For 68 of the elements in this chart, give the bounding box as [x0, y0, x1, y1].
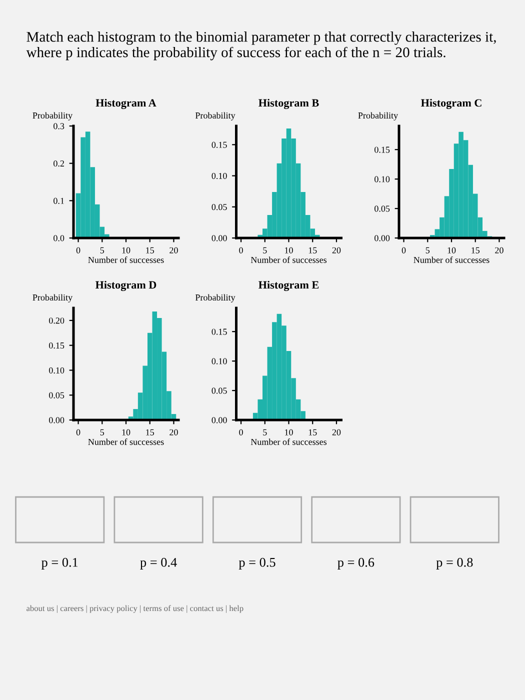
y-tick-label: 0.00: [212, 417, 227, 424]
chart-title: Histogram C: [420, 98, 482, 110]
y-axis-title: Probability: [32, 112, 73, 120]
x-tick-label: 15: [308, 429, 317, 436]
y-tick-label: 0.1: [54, 198, 64, 204]
text: p = 0.6: [338, 558, 374, 570]
x-tick-label: 15: [146, 429, 154, 436]
x-axis-title: Number of successes: [88, 438, 164, 445]
y-axis-title: Probability: [195, 112, 236, 120]
y-tick-label: 0.2: [54, 160, 64, 167]
x-tick-label: 5: [263, 247, 267, 254]
chart-title: Histogram D: [95, 280, 156, 292]
x-axis-title: Number of successes: [250, 256, 327, 263]
x-tick-label: 10: [448, 247, 456, 254]
y-tick-label: 0.05: [374, 206, 390, 212]
x-tick-label: 10: [285, 247, 293, 254]
y-tick-label: 0.00: [49, 417, 64, 424]
y-tick-label: 0.00: [212, 235, 227, 242]
text: p = 0.5: [238, 558, 276, 570]
y-tick-label: 0.05: [212, 388, 227, 394]
x-tick-label: 15: [308, 247, 317, 254]
x-tick-label: 0: [239, 429, 243, 436]
x-tick-label: 20: [332, 247, 341, 254]
x-tick-label: 15: [146, 247, 154, 254]
x-tick-label: 20: [170, 247, 178, 254]
x-tick-label: 20: [170, 429, 178, 436]
text: about us | careers | privacy policy | terms of use | contact us | help: [26, 605, 244, 613]
x-tick-label: 10: [285, 429, 293, 436]
x-tick-label: 5: [100, 247, 104, 254]
y-tick-label: 0.10: [212, 358, 227, 364]
x-axis-title: Number of successes: [414, 256, 490, 263]
text: p = 0.4: [140, 558, 177, 570]
x-tick-label: 20: [495, 247, 504, 254]
text: p = 0.8: [436, 558, 473, 570]
chart-title: Histogram B: [258, 98, 319, 110]
x-tick-label: 0: [76, 429, 80, 436]
x-axis-title: Number of successes: [250, 438, 327, 445]
y-tick-label: 0.0: [54, 235, 64, 242]
y-tick-label: 0.05: [49, 392, 64, 398]
y-tick-label: 0.3: [54, 123, 64, 130]
y-tick-label: 0.15: [374, 146, 390, 153]
x-axis-title: Number of successes: [88, 256, 164, 263]
y-tick-label: 0.15: [49, 342, 64, 349]
x-tick-label: 5: [263, 429, 267, 436]
x-tick-label: 0: [76, 247, 80, 254]
x-tick-label: 10: [122, 429, 130, 436]
y-tick-label: 0.15: [212, 328, 227, 335]
y-axis-title: Probability: [32, 294, 73, 302]
y-tick-label: 0.10: [374, 176, 390, 182]
x-tick-label: 15: [472, 247, 480, 254]
y-tick-label: 0.10: [49, 367, 64, 374]
x-tick-label: 5: [100, 429, 104, 436]
text: p = 0.1: [42, 558, 78, 570]
chart-title: Histogram E: [258, 280, 319, 292]
x-tick-label: 5: [426, 247, 430, 254]
x-tick-label: 0: [239, 247, 243, 254]
chart-title: Histogram A: [96, 98, 156, 110]
x-tick-label: 0: [402, 247, 406, 254]
x-tick-label: 10: [122, 247, 130, 254]
y-tick-label: 0.05: [212, 204, 227, 210]
x-tick-label: 20: [332, 429, 341, 436]
y-axis-title: Probability: [195, 294, 236, 302]
y-tick-label: 0.00: [374, 235, 390, 242]
text: Match each histogram to the binomial parameter p that correctly characterizes it, where p indicates the probability of success for each of the n = 20 trials.: [26, 32, 496, 60]
y-tick-label: 0.10: [212, 172, 227, 180]
y-tick-label: 0.20: [49, 318, 64, 324]
y-tick-label: 0.15: [212, 142, 227, 148]
y-axis-title: Probability: [358, 112, 398, 120]
